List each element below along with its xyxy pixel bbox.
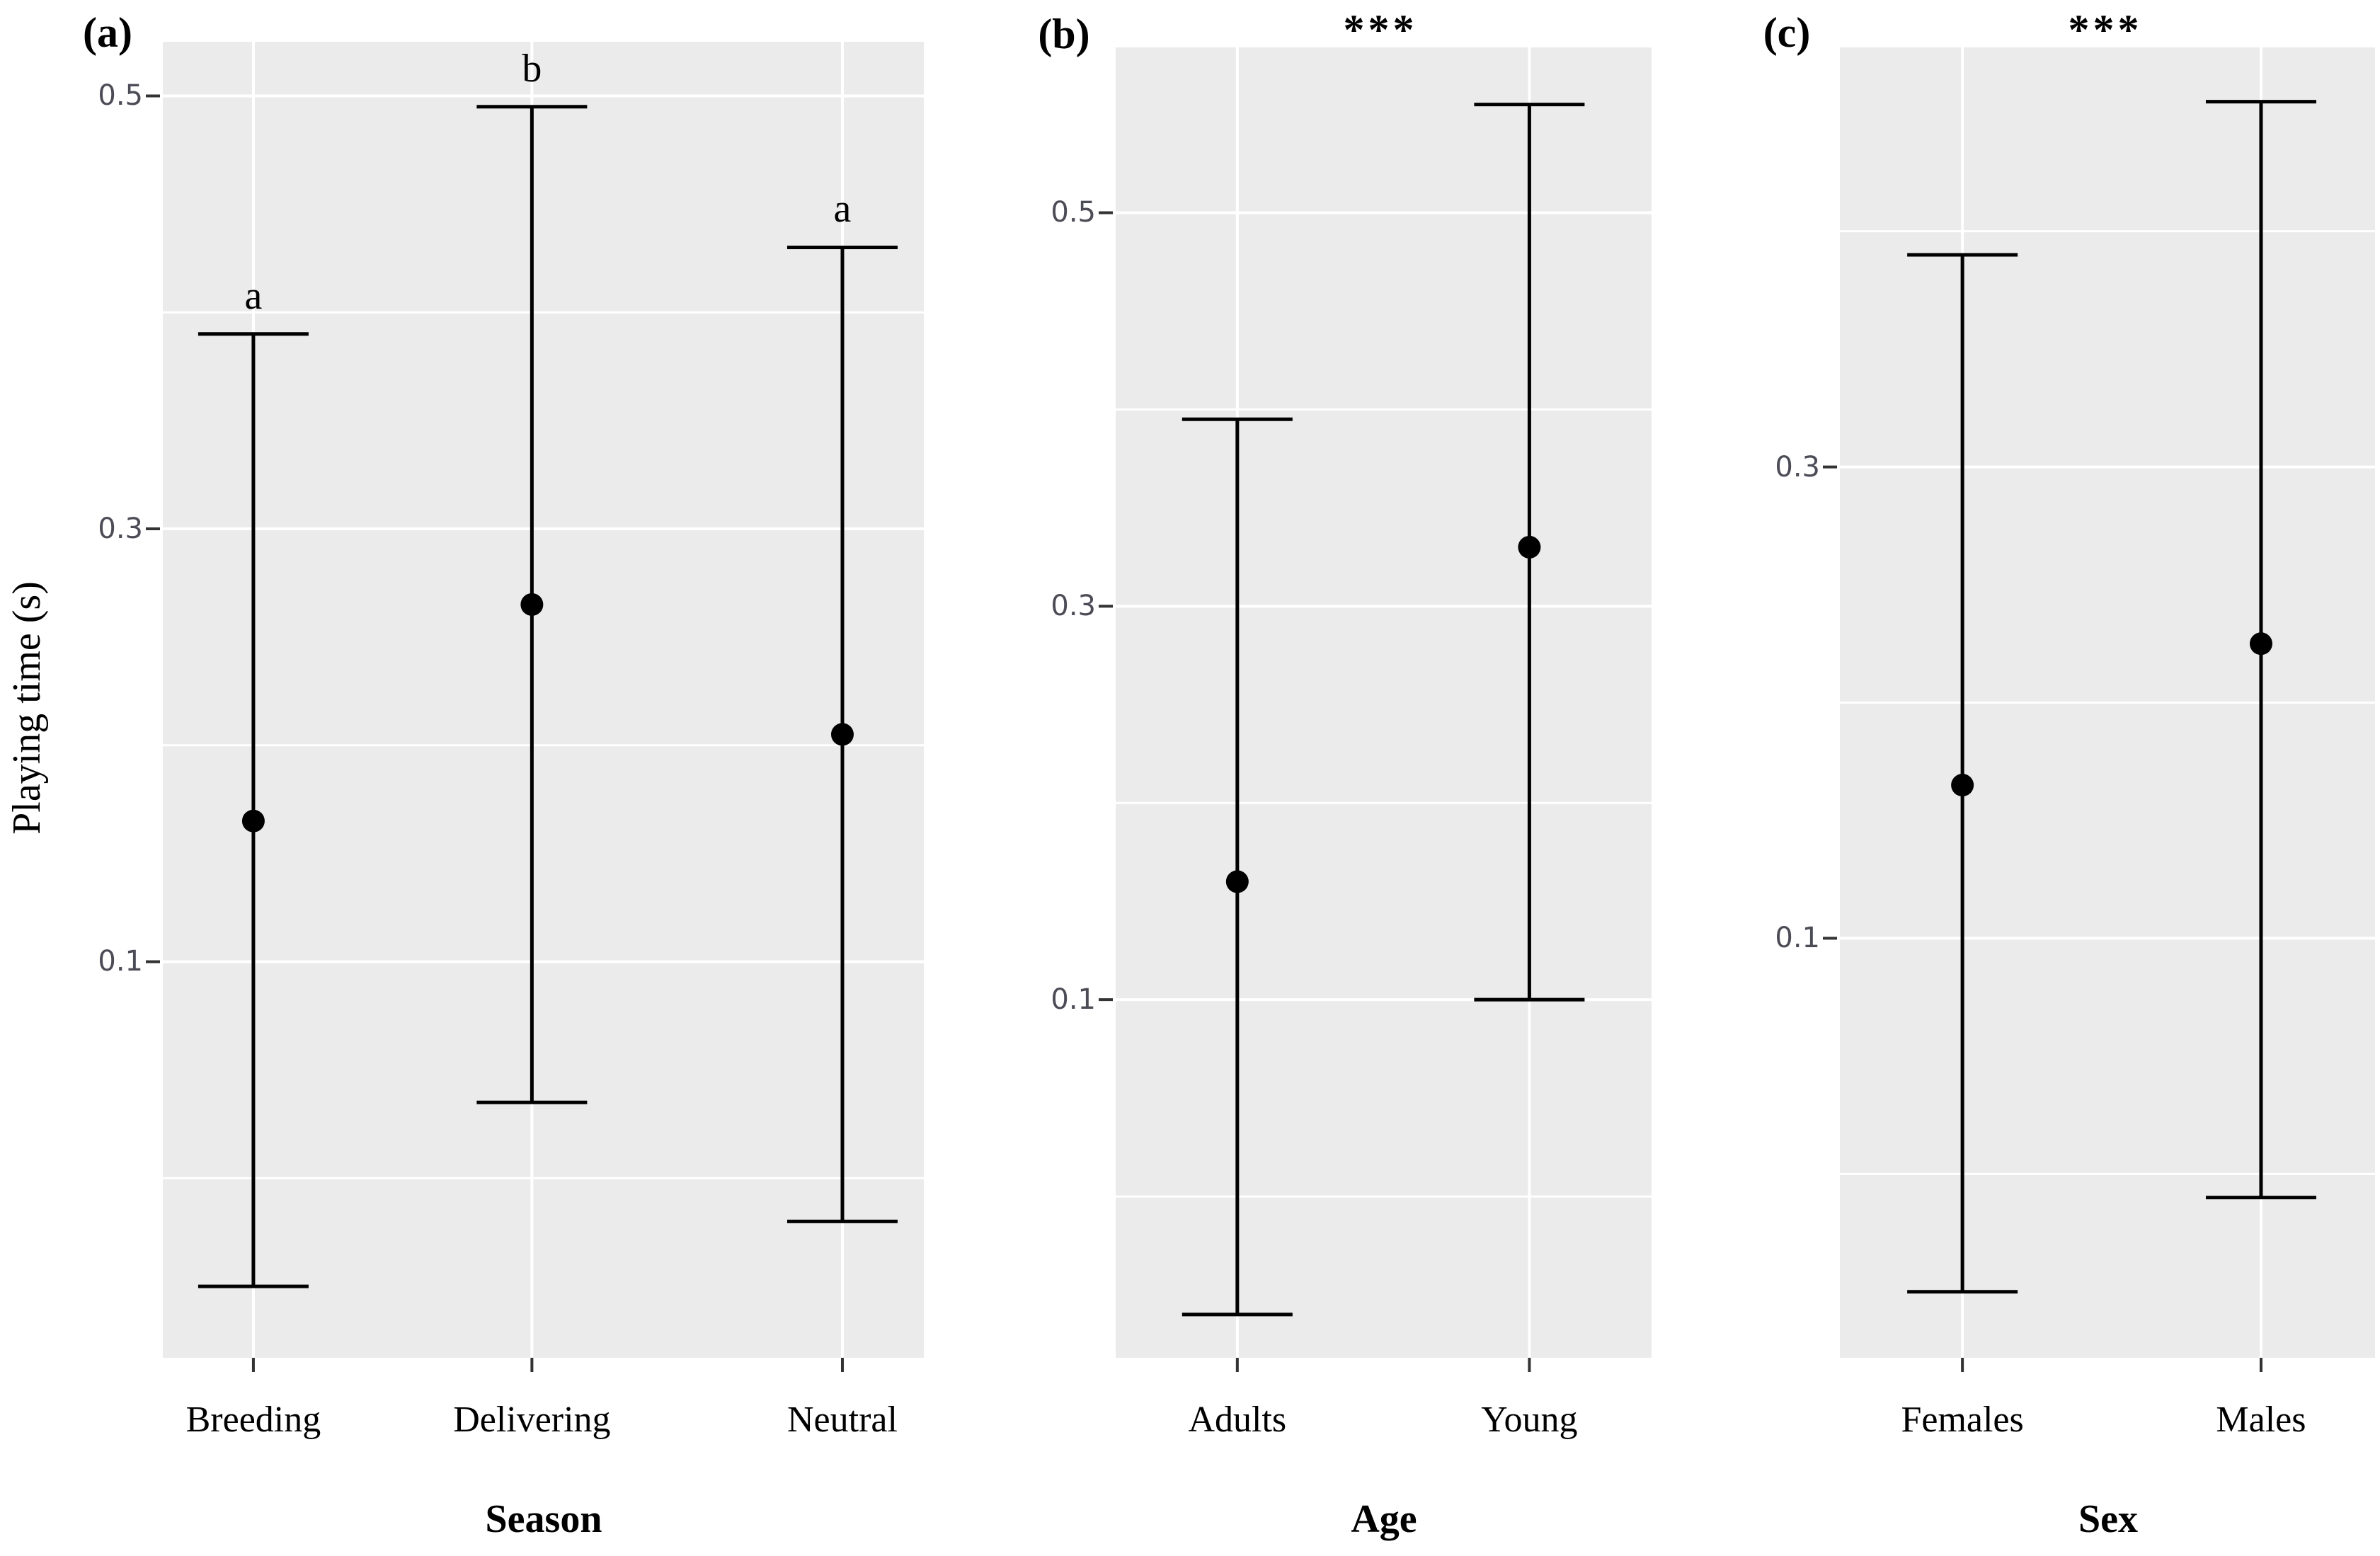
- mean-point-breeding: [241, 809, 265, 833]
- y-tick-label-a: 0.1: [98, 945, 143, 978]
- mean-point-young: [1518, 535, 1541, 559]
- significance-stars-sex: ***: [2068, 6, 2143, 53]
- mean-point-females: [1951, 774, 1974, 797]
- y-tick-label-b: 0.3: [1051, 590, 1096, 623]
- y-tick-label-c: 0.3: [1775, 450, 1820, 484]
- y-axis-title: Playing time (s): [5, 581, 49, 835]
- mean-point-neutral: [830, 723, 854, 746]
- panel-letter-b: (b): [1038, 11, 1090, 57]
- y-tick-label-a: 0.3: [98, 512, 143, 545]
- panel-background-b: [1116, 47, 1652, 1358]
- panel-letter-a: (a): [83, 9, 132, 56]
- x-axis-title-sex: Sex: [2078, 1497, 2138, 1541]
- y-tick-label-b: 0.1: [1051, 983, 1096, 1017]
- x-category-label-males: Males: [2216, 1400, 2306, 1440]
- y-tick-label-b: 0.5: [1051, 196, 1096, 229]
- x-category-label-delivering: Delivering: [453, 1400, 611, 1440]
- x-category-label-neutral: Neutral: [787, 1400, 898, 1440]
- x-category-label-young: Young: [1481, 1400, 1578, 1440]
- y-tick-label-c: 0.1: [1775, 922, 1820, 955]
- y-tick-label-a: 0.5: [98, 79, 143, 113]
- mean-point-adults: [1225, 870, 1249, 893]
- x-category-label-adults: Adults: [1188, 1400, 1287, 1440]
- mean-point-delivering: [520, 593, 544, 616]
- panel-letter-c: (c): [1763, 9, 1811, 56]
- x-axis-title-season: Season: [485, 1497, 602, 1541]
- x-category-label-breeding: Breeding: [185, 1400, 321, 1440]
- significance-letter-neutral: a: [833, 187, 852, 231]
- mean-point-males: [2249, 632, 2272, 656]
- significance-letter-delivering: b: [522, 46, 542, 91]
- x-category-label-females: Females: [1901, 1400, 2024, 1440]
- x-axis-title-age: Age: [1351, 1497, 1417, 1541]
- significance-letter-breeding: a: [244, 273, 263, 318]
- panel-background-a: [163, 42, 924, 1358]
- significance-stars-age: ***: [1343, 6, 1418, 53]
